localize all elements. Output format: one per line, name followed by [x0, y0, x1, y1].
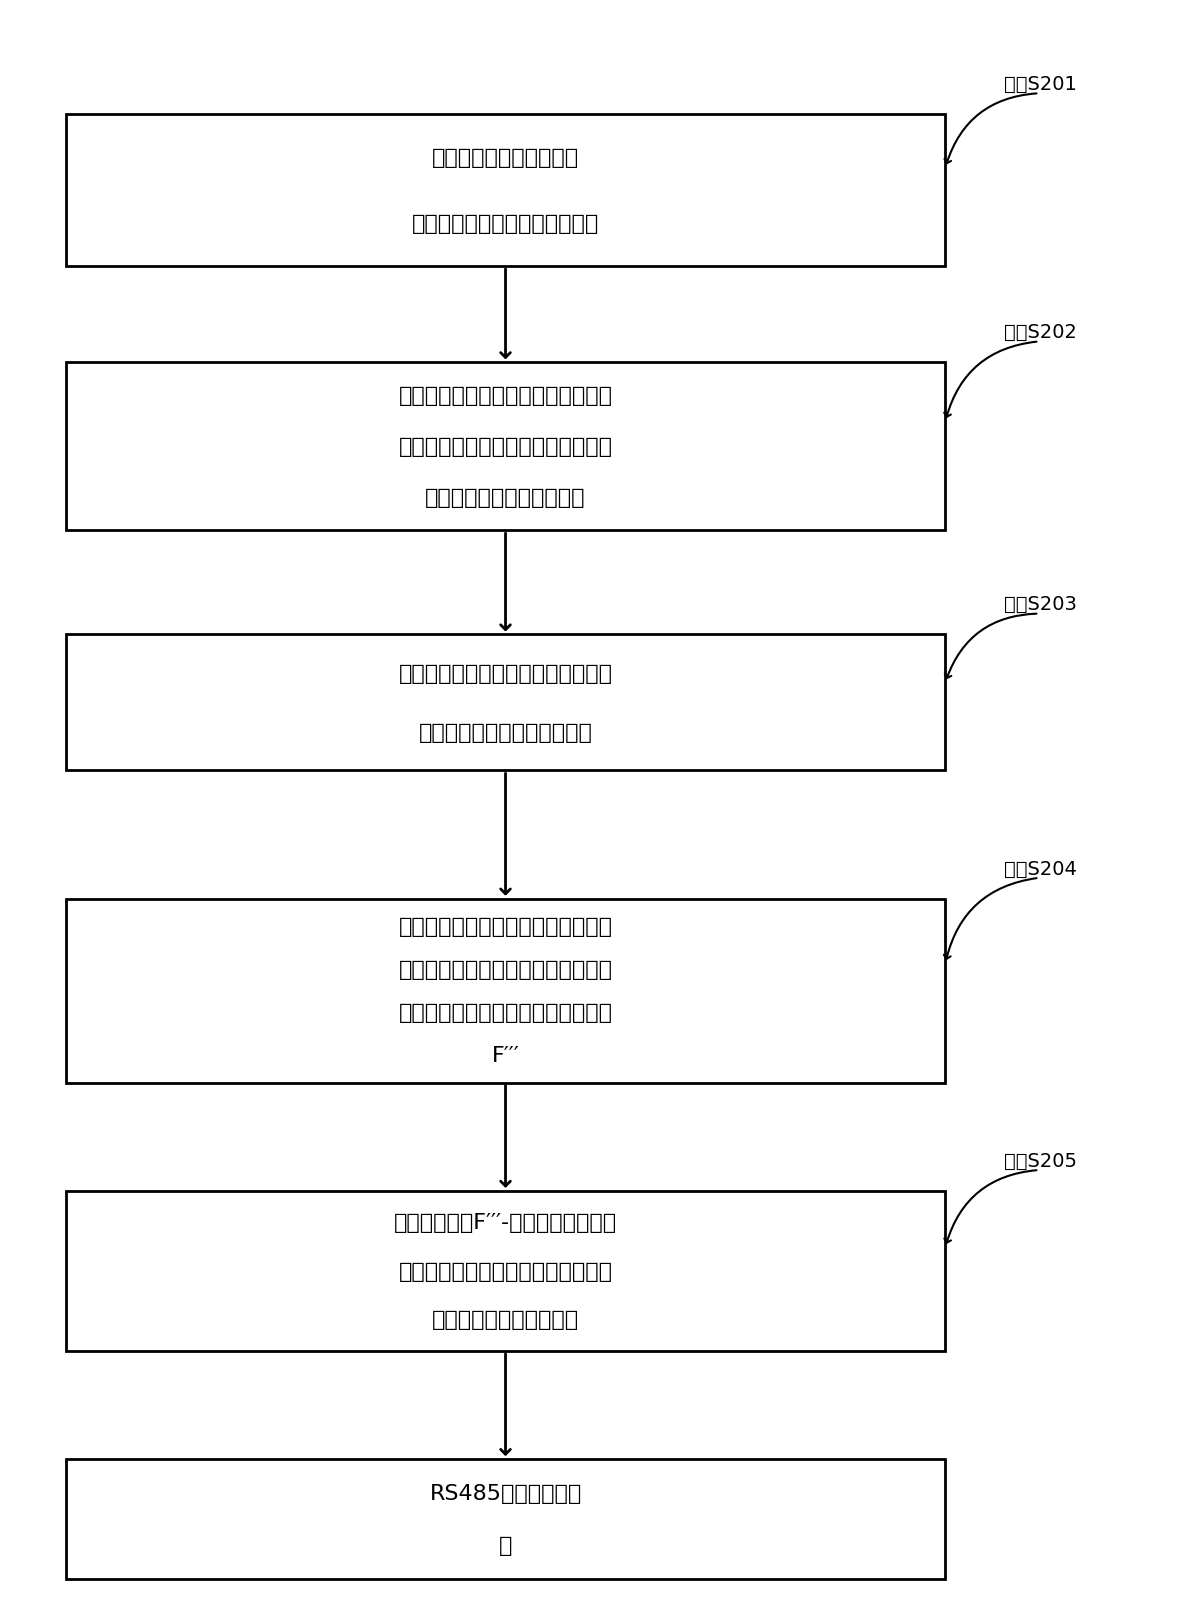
- FancyBboxPatch shape: [65, 1459, 945, 1578]
- FancyBboxPatch shape: [65, 899, 945, 1083]
- Text: 步骤S201: 步骤S201: [1004, 74, 1077, 94]
- Text: 读写器控制发射芒片发射电磁波: 读写器控制发射芒片发射电磁波: [412, 215, 599, 234]
- Text: 步骤S202: 步骤S202: [1004, 323, 1077, 342]
- Text: 接收返回功率，直至获取所述声表面: 接收返回功率，直至获取所述声表面: [399, 437, 612, 457]
- Text: RS485总线上传传感: RS485总线上传传感: [430, 1483, 582, 1503]
- Text: 波传感器全频带的返回功率: 波传感器全频带的返回功率: [425, 487, 585, 508]
- FancyBboxPatch shape: [65, 363, 945, 531]
- Text: 计算所有扫频返回功率，求出最大值: 计算所有扫频返回功率，求出最大值: [399, 663, 612, 683]
- Text: 步骤S203: 步骤S203: [1004, 596, 1077, 613]
- Text: 大值，获取该最大值对应的发射频率: 大值，获取该最大值对应的发射频率: [399, 1002, 612, 1022]
- Text: 号强度、环境温度等信息: 号强度、环境温度等信息: [432, 1309, 579, 1330]
- FancyBboxPatch shape: [65, 1191, 945, 1351]
- Text: 步骤S204: 步骤S204: [1004, 859, 1077, 878]
- Text: 设备准备，启动初始化，: 设备准备，启动初始化，: [432, 148, 579, 168]
- Text: 采用闭环控制算法控制发射芒片发射: 采用闭环控制算法控制发射芒片发射: [399, 917, 612, 936]
- Text: 值: 值: [499, 1535, 513, 1556]
- Text: 根据谐振频率F′′′-温度关系计算温度: 根据谐振频率F′′′-温度关系计算温度: [394, 1212, 617, 1233]
- Text: 值，存储当前谐振频率，计算返回信: 值，存储当前谐振频率，计算返回信: [399, 1261, 612, 1282]
- FancyBboxPatch shape: [65, 634, 945, 771]
- Text: 和次大值分别对应的发射频率: 和次大值分别对应的发射频率: [419, 723, 592, 742]
- Text: 步骤S205: 步骤S205: [1004, 1151, 1077, 1170]
- Text: 频率，使得返回功率值满足所需的最: 频率，使得返回功率值满足所需的最: [399, 960, 612, 980]
- Text: F′′′: F′′′: [491, 1046, 520, 1065]
- FancyBboxPatch shape: [65, 115, 945, 266]
- Text: 持续发射电磁波，并在每次发射之后: 持续发射电磁波，并在每次发射之后: [399, 386, 612, 407]
